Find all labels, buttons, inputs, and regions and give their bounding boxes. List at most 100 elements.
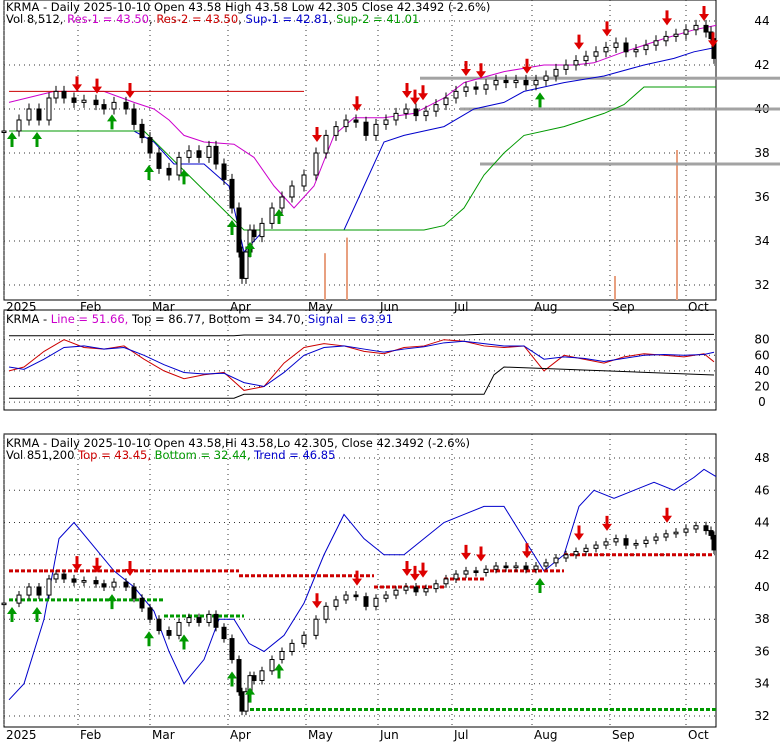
- candle-body: [156, 618, 162, 632]
- candle-body: [533, 79, 539, 86]
- bottom-top-label: Top = 43.45,: [78, 448, 152, 462]
- up-arrow-icon: [274, 209, 284, 224]
- candle-body: [101, 583, 107, 588]
- trend-line: [8, 468, 717, 701]
- candle-body: [543, 75, 549, 81]
- candle-body: [221, 626, 227, 640]
- candle-body: [333, 599, 339, 607]
- candle-body: [483, 568, 489, 573]
- candle-body: [413, 586, 419, 593]
- candle-body: [139, 597, 145, 609]
- candle-body: [53, 90, 59, 99]
- bottom-trend-label: Trend = 46.85: [254, 448, 336, 462]
- candle-body: [423, 110, 429, 117]
- y-tick-label: 20: [754, 380, 769, 394]
- candle-body: [229, 178, 235, 209]
- down-arrow-icon: [662, 507, 672, 523]
- candle-body: [301, 174, 307, 187]
- bottom-legend-row: Vol 851,200 Top = 43.45, Bottom = 32.44,…: [6, 448, 470, 462]
- candle-body: [26, 108, 32, 121]
- down-arrow-icon: [708, 32, 718, 48]
- candle-body: [603, 46, 609, 53]
- up-arrow-icon: [7, 607, 17, 623]
- candle-body: [443, 578, 449, 585]
- candle-body: [433, 583, 439, 590]
- down-arrow-icon: [522, 543, 532, 559]
- res2-label: Res-2 = 43.50: [156, 12, 239, 26]
- mid-top-label: Top = 86.77,: [131, 312, 205, 326]
- down-arrow-icon: [662, 10, 672, 26]
- candle-body: [343, 119, 349, 128]
- up-arrow-icon: [144, 631, 154, 647]
- candle-body: [101, 104, 107, 110]
- panel-frame: [3, 433, 717, 728]
- candle-body: [251, 229, 257, 238]
- candle-body: [289, 642, 295, 652]
- candle-body: [229, 638, 235, 661]
- osc-line-bottom: [9, 366, 715, 399]
- top-header: KRMA - Daily 2025-10-10 Open 43.58 High …: [6, 0, 490, 28]
- candle-body: [383, 119, 389, 125]
- candle-body: [593, 544, 599, 549]
- down-arrow-icon: [418, 562, 428, 578]
- candle-body: [46, 97, 52, 121]
- osc-line-line: [8, 339, 715, 391]
- candle-body: [313, 618, 319, 636]
- candle-body: [81, 99, 87, 103]
- candle-body: [573, 551, 579, 556]
- x-tick-label: Jul: [453, 300, 468, 314]
- y-tick-label: 40: [754, 364, 769, 378]
- up-arrow-icon: [227, 220, 237, 235]
- candle-body: [36, 108, 42, 121]
- volume-profile-bar: [460, 107, 780, 111]
- y-tick-label: 34: [754, 234, 769, 248]
- sup1-label: Sup-1 = 42.81: [245, 12, 329, 26]
- y-tick-label: 36: [754, 190, 769, 204]
- candle-body: [683, 528, 689, 533]
- candle-body: [213, 613, 219, 628]
- candle-body: [503, 79, 509, 84]
- candle-body: [353, 594, 359, 598]
- candle-body: [139, 123, 145, 139]
- down-arrow-icon: [410, 565, 420, 581]
- down-arrow-icon: [92, 557, 102, 573]
- panel-frame: [3, 0, 717, 301]
- candle-body: [16, 119, 22, 132]
- up-arrow-icon: [274, 663, 284, 679]
- candle-body: [61, 90, 67, 99]
- candle-body: [703, 525, 709, 532]
- candle-body: [563, 554, 569, 559]
- candle-body: [373, 597, 379, 607]
- y-tick-label: 80: [754, 333, 769, 347]
- candle-body: [563, 64, 569, 70]
- candle-body: [593, 51, 599, 57]
- candle-body: [93, 99, 99, 106]
- candle-body: [653, 40, 659, 46]
- candle-body: [323, 605, 329, 620]
- candle-body: [333, 126, 339, 136]
- candle-body: [403, 586, 409, 591]
- candle-body: [643, 44, 649, 51]
- candle-body: [301, 634, 307, 644]
- y-tick-label: 34: [754, 677, 769, 691]
- down-arrow-icon: [352, 96, 362, 112]
- down-arrow-icon: [574, 525, 584, 541]
- candle-body: [523, 79, 529, 86]
- candle-body: [1, 602, 7, 606]
- candle-body: [573, 60, 579, 66]
- candle-body: [413, 108, 419, 117]
- down-arrow-icon: [402, 561, 412, 576]
- down-arrow-icon: [72, 76, 82, 92]
- x-tick-label: 2025: [6, 728, 37, 742]
- volume-bar: [614, 276, 616, 300]
- down-arrow-icon: [352, 570, 362, 586]
- up-arrow-icon: [107, 114, 117, 130]
- candle-body: [363, 596, 369, 607]
- candle-body: [693, 525, 699, 530]
- x-tick-label: Feb: [80, 300, 101, 314]
- candle-body: [623, 538, 629, 546]
- candle-body: [473, 570, 479, 573]
- up-arrow-icon: [245, 242, 255, 257]
- candle-body: [653, 536, 659, 541]
- candle-body: [176, 621, 182, 636]
